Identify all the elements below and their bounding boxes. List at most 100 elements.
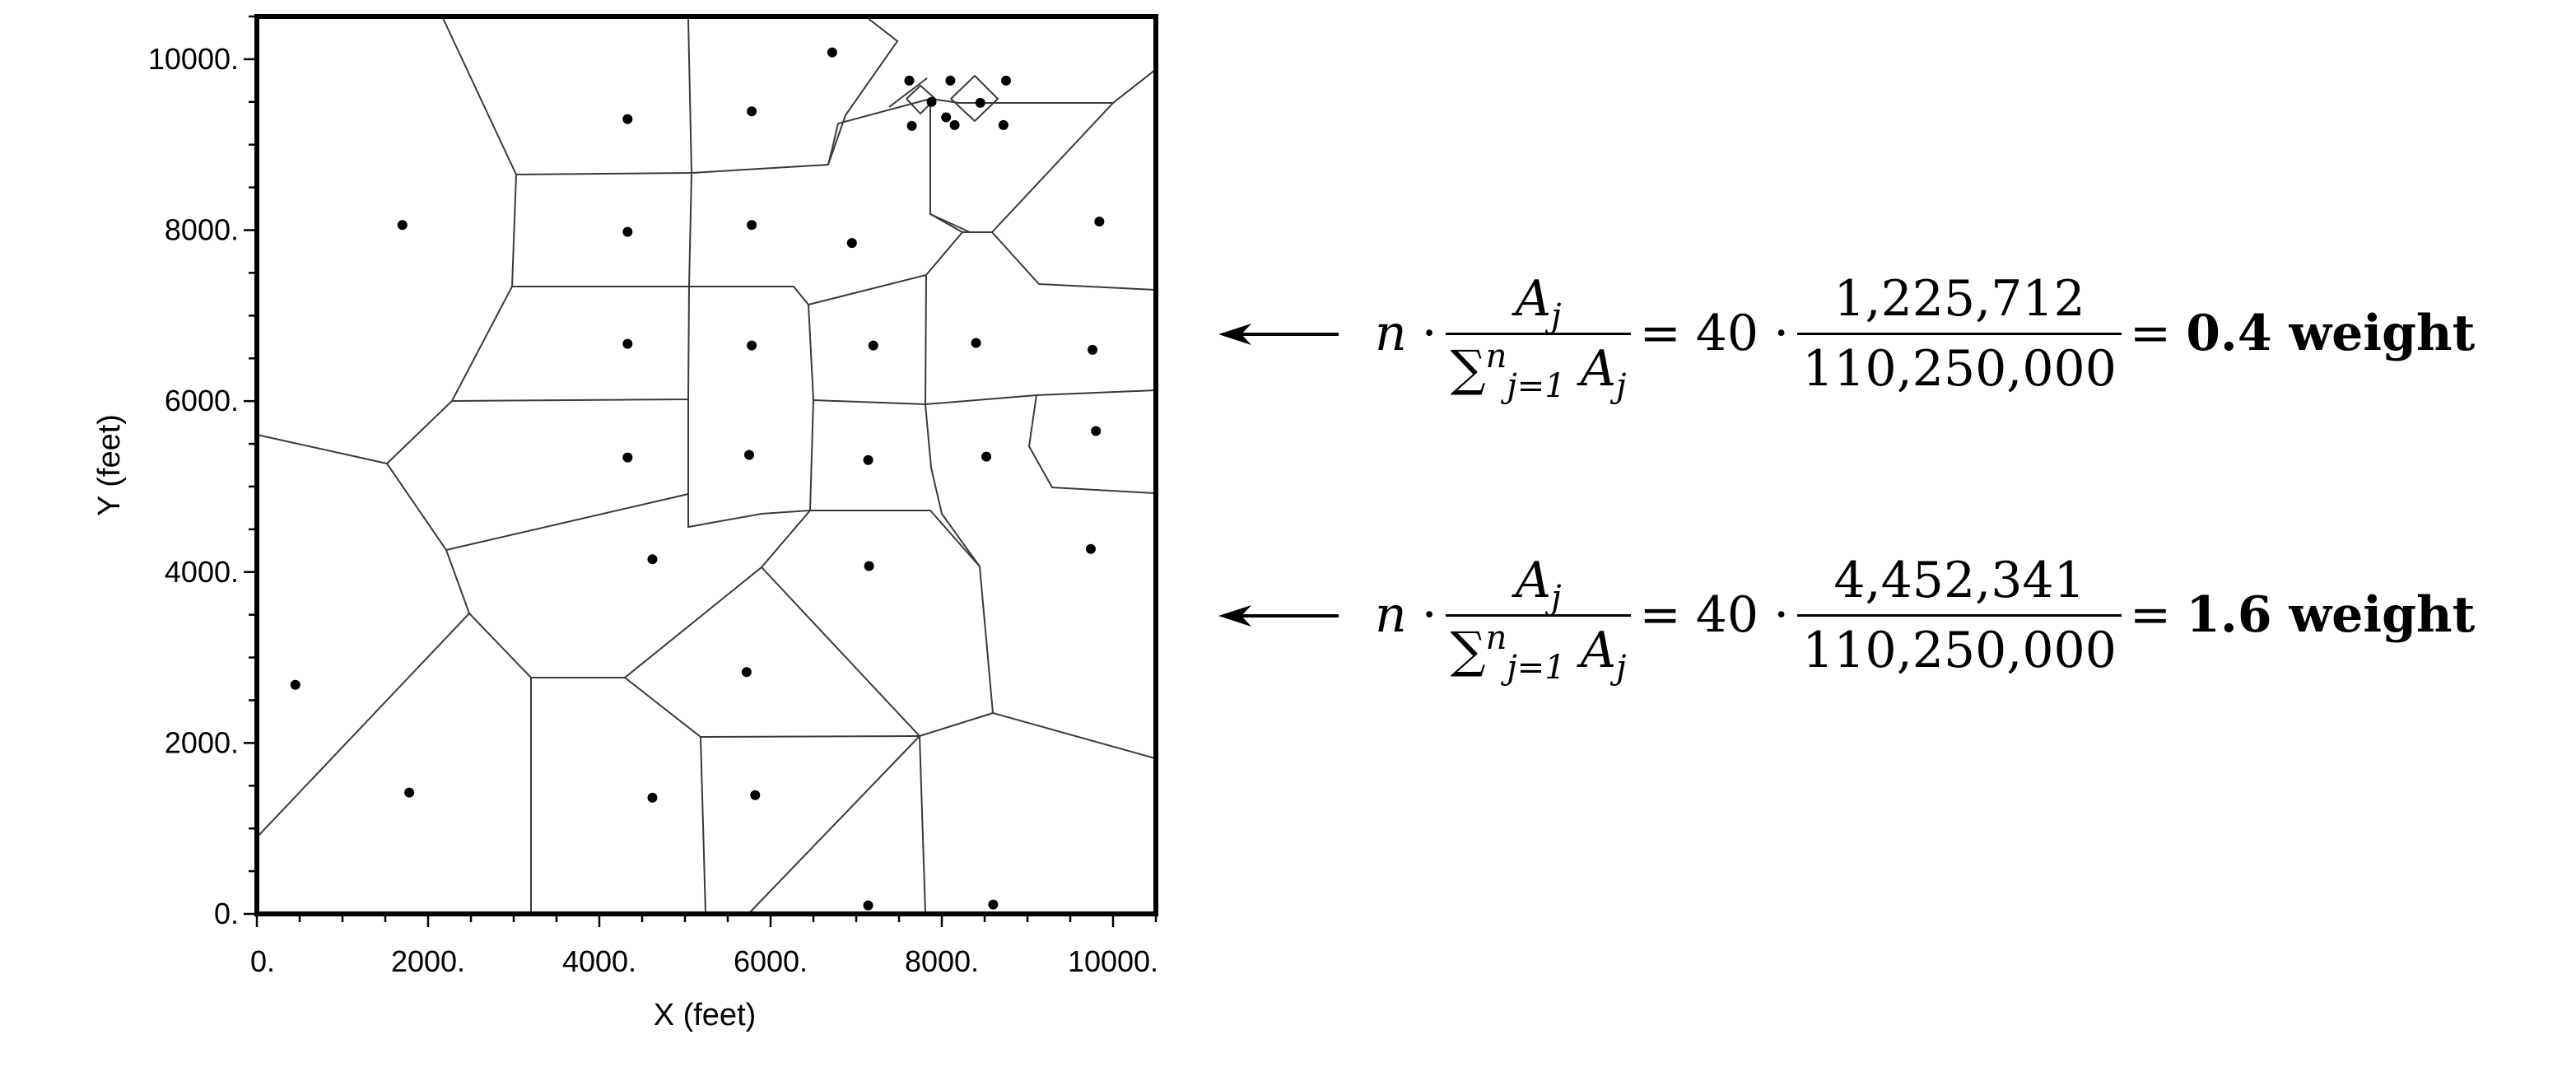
sample-site-16 <box>846 238 857 249</box>
y-tick-label: 4000. <box>165 555 239 589</box>
cell-edge-16 <box>761 510 981 568</box>
x-tick-label: 0. <box>250 944 275 978</box>
sample-site-14 <box>750 790 761 800</box>
dot-operator: · <box>1773 305 1790 362</box>
sample-site-26 <box>945 75 956 86</box>
dot-operator: · <box>1421 305 1437 362</box>
sample-site-31 <box>981 451 992 462</box>
sample-site-19 <box>864 561 874 571</box>
y-tick-label: 8000. <box>165 213 239 247</box>
cell-edge-20 <box>687 17 692 174</box>
sample-site-28 <box>1001 75 1011 86</box>
area-symbol: A <box>1580 621 1617 679</box>
weight-formula-2: n · Aj ∑nj=1 Aj = 40 · 4,452,341 110,250,… <box>1218 533 2569 697</box>
sum-lower: j=1 <box>1507 366 1566 405</box>
area-symbol: A <box>1515 269 1552 328</box>
cell-edge-7 <box>1027 394 1156 494</box>
equation: n · Aj ∑nj=1 Aj = 40 · 1,225,712 110,250,… <box>1375 251 2475 416</box>
sample-site-21 <box>904 75 915 86</box>
cell-edge-23 <box>929 69 1156 104</box>
sample-site-27 <box>975 97 985 108</box>
x-tick-label: 6000. <box>734 944 808 978</box>
equals-sign: = <box>2129 305 2172 362</box>
cell-edge-1 <box>256 174 517 465</box>
cell-edge-19 <box>748 735 920 914</box>
sample-site-29 <box>998 119 1009 130</box>
sum-symbol: ∑ <box>1450 621 1486 679</box>
point-count: 40 <box>1695 305 1759 362</box>
sample-site-34 <box>1088 344 1098 355</box>
x-tick-label: 2000. <box>391 944 465 978</box>
dot-operator: · <box>1773 586 1790 644</box>
cell-edge-0 <box>442 17 899 176</box>
area-subscript: j <box>1551 296 1562 335</box>
value-fraction: 4,452,341 110,250,000 <box>1797 552 2122 679</box>
sample-site-25 <box>949 119 960 130</box>
y-axis-title: Y (feet) <box>92 414 127 516</box>
x-tick-labels: 0. 2000. 4000. 6000. 8000. 10000. <box>250 944 1158 978</box>
total-area: 110,250,000 <box>1797 332 2122 398</box>
sum-symbol: ∑ <box>1450 339 1486 398</box>
sample-site-10 <box>747 220 757 231</box>
cell-edge-18 <box>919 735 926 914</box>
n-symbol: n <box>1375 586 1407 644</box>
area-symbol: A <box>1515 551 1552 609</box>
sample-site-7 <box>647 554 658 565</box>
sample-site-8 <box>647 792 658 803</box>
y-tick-label: 2000. <box>165 725 239 759</box>
sample-site-18 <box>863 454 873 465</box>
cell-edge-14 <box>624 566 994 738</box>
sample-site-35 <box>1091 426 1102 436</box>
cell-edge-6 <box>813 389 1156 406</box>
voronoi-cell-edges <box>256 17 1156 914</box>
y-tick-labels: 0. 2000. 4000. 6000. 8000. 10000. <box>148 42 239 930</box>
equals-sign: = <box>1639 305 1681 362</box>
sample-site-6 <box>622 452 633 463</box>
plot-frame <box>254 14 1158 916</box>
axis-ticks <box>244 15 1158 927</box>
sample-site-30 <box>971 338 981 348</box>
sample-site-22 <box>926 96 937 107</box>
sample-site-33 <box>1094 217 1105 227</box>
cell-edge-12 <box>256 613 470 838</box>
voronoi-plot: 0. 2000. 4000. 6000. 8000. 10000. 0. 2000. 4000… <box>92 14 1158 1032</box>
area-subscript: j <box>1551 578 1562 617</box>
sample-site-2 <box>397 220 408 231</box>
cell-edge-25 <box>929 213 971 233</box>
cell-edge-2 <box>451 286 691 402</box>
area-symbol: A <box>1580 339 1617 398</box>
sample-site-0 <box>290 679 300 690</box>
sample-site-1 <box>404 787 415 798</box>
point-count: 40 <box>1695 586 1759 644</box>
cell-edge-17 <box>700 736 706 914</box>
sample-site-17 <box>868 340 878 351</box>
y-tick-label: 10000. <box>148 42 239 76</box>
cell-edge-9 <box>386 463 689 552</box>
area-ratio-fraction: Aj ∑nj=1 Aj <box>1445 269 1632 405</box>
area-subscript: j <box>1616 648 1627 687</box>
cell-area: 4,452,341 <box>1833 551 2085 609</box>
sum-lower: j=1 <box>1507 648 1566 687</box>
sample-site-15 <box>827 47 837 58</box>
equals-sign: = <box>1639 586 1681 644</box>
left-arrow-icon <box>1218 324 1339 345</box>
dot-operator: · <box>1421 586 1437 644</box>
value-fraction: 1,225,712 110,250,000 <box>1797 270 2122 398</box>
sample-site-13 <box>741 667 752 678</box>
sum-upper: n <box>1485 337 1507 375</box>
x-tick-label: 8000. <box>905 944 979 978</box>
sample-site-11 <box>747 340 757 351</box>
left-arrow-icon <box>1218 605 1339 627</box>
sample-site-20 <box>863 900 873 911</box>
n-symbol: n <box>1375 305 1407 362</box>
weight-result: 0.4 weight <box>2186 305 2476 362</box>
cell-edge-4 <box>687 304 815 529</box>
area-subscript: j <box>1616 366 1627 405</box>
cell-edge-8 <box>925 403 1156 759</box>
cell-edge-11 <box>445 549 625 678</box>
y-tick-label: 0. <box>214 897 239 930</box>
x-axis-title: X (feet) <box>654 998 757 1032</box>
weight-formula-1: n · Aj ∑nj=1 Aj = 40 · 1,225,712 110,250,… <box>1218 251 2569 416</box>
area-ratio-fraction: Aj ∑nj=1 Aj <box>1445 551 1632 687</box>
y-tick-label: 6000. <box>165 384 239 417</box>
